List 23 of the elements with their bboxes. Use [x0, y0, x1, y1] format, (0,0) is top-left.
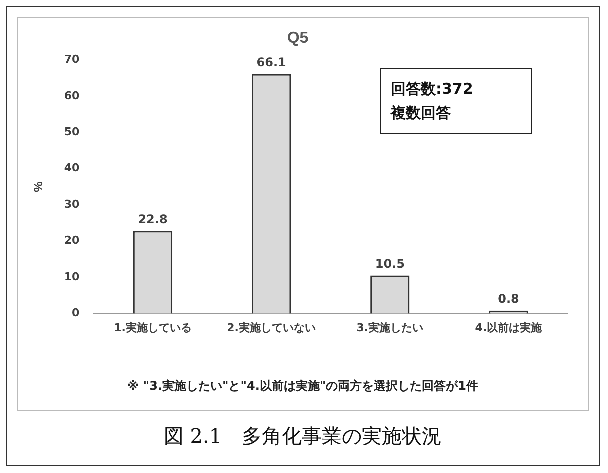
x-tick-label: 4.以前は実施 [475, 321, 544, 334]
y-tick-label: 50 [64, 126, 80, 139]
x-tick-label: 1.実施している [114, 321, 192, 334]
annotation: 回答数:372 [391, 79, 474, 100]
y-tick-label: 70 [64, 53, 80, 66]
x-tick-label: 2.実施していない [227, 321, 316, 334]
y-tick-label: 10 [64, 270, 80, 284]
data-label: 66.1 [256, 55, 286, 70]
chart-title: Q5 [287, 30, 309, 48]
data-label: 10.5 [375, 256, 405, 271]
y-tick-label: 60 [64, 89, 80, 102]
y-tick-label: 30 [64, 198, 80, 211]
x-tick-label: 3.実施したい [356, 321, 424, 334]
y-tick-label: 0 [72, 306, 80, 320]
caption: 図 2.1 多角化事業の実施状況 [162, 423, 444, 450]
text: ※ "3.実施したい"と"4.以前は実施"の両方を選択した回答が1件 [126, 378, 480, 395]
annotation: 複数回答 [391, 103, 452, 124]
y-tick-label: 20 [64, 234, 80, 248]
y-axis-title: % [32, 181, 46, 192]
text-box: 回答数:372 複数回答 [380, 68, 532, 134]
data-label: 22.8 [138, 212, 168, 226]
data-label: 0.8 [498, 292, 520, 306]
y-tick-label: 40 [64, 162, 80, 175]
